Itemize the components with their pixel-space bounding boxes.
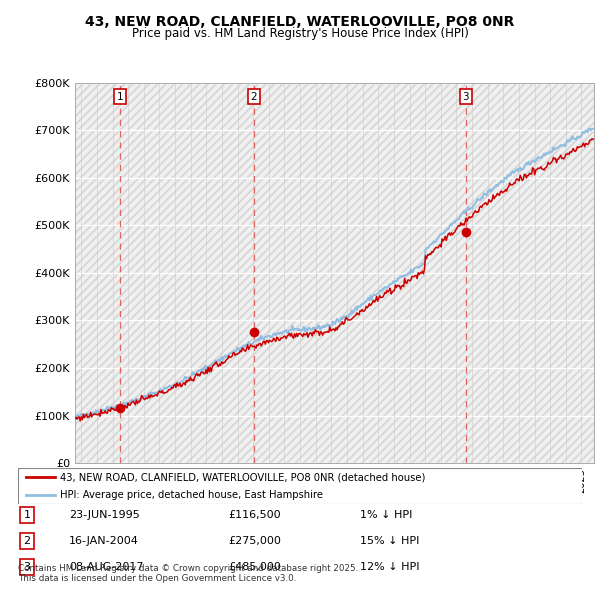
Text: £116,500: £116,500 <box>228 510 281 520</box>
Text: 08-AUG-2017: 08-AUG-2017 <box>69 562 143 572</box>
Text: £275,000: £275,000 <box>228 536 281 546</box>
Text: 43, NEW ROAD, CLANFIELD, WATERLOOVILLE, PO8 0NR: 43, NEW ROAD, CLANFIELD, WATERLOOVILLE, … <box>85 15 515 29</box>
Text: 43, NEW ROAD, CLANFIELD, WATERLOOVILLE, PO8 0NR (detached house): 43, NEW ROAD, CLANFIELD, WATERLOOVILLE, … <box>60 473 425 483</box>
Text: 3: 3 <box>23 562 31 572</box>
Text: 3: 3 <box>463 92 469 102</box>
Text: 1: 1 <box>116 92 123 102</box>
Text: 2: 2 <box>23 536 31 546</box>
Text: 1% ↓ HPI: 1% ↓ HPI <box>360 510 412 520</box>
Text: 15% ↓ HPI: 15% ↓ HPI <box>360 536 419 546</box>
Text: 23-JUN-1995: 23-JUN-1995 <box>69 510 140 520</box>
Text: 1: 1 <box>23 510 31 520</box>
Text: Contains HM Land Registry data © Crown copyright and database right 2025.
This d: Contains HM Land Registry data © Crown c… <box>18 563 358 583</box>
Text: 16-JAN-2004: 16-JAN-2004 <box>69 536 139 546</box>
Text: 12% ↓ HPI: 12% ↓ HPI <box>360 562 419 572</box>
Text: HPI: Average price, detached house, East Hampshire: HPI: Average price, detached house, East… <box>60 490 323 500</box>
Text: Price paid vs. HM Land Registry's House Price Index (HPI): Price paid vs. HM Land Registry's House … <box>131 27 469 40</box>
Text: 2: 2 <box>251 92 257 102</box>
Text: £485,000: £485,000 <box>228 562 281 572</box>
